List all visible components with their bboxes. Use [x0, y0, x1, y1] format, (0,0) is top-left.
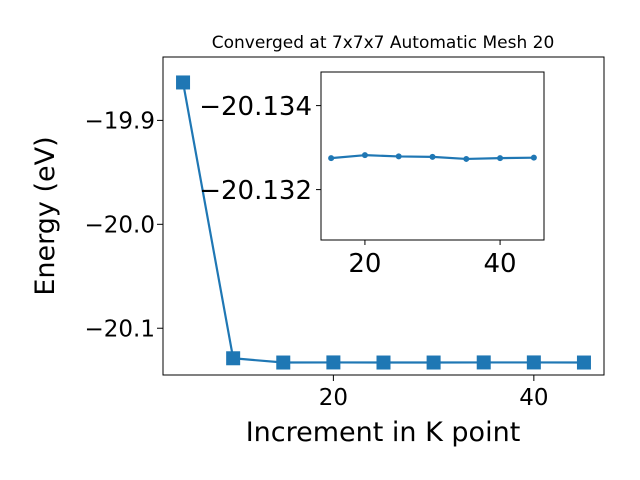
inset-data-point	[429, 153, 436, 160]
main-plot-marks	[176, 75, 591, 370]
main-data-point	[576, 355, 591, 370]
inset-data-point	[463, 155, 470, 162]
inset-data-point	[328, 155, 335, 162]
inset-x-tick-label: 20	[348, 249, 381, 279]
main-y-axis: −19.9 −20.0 −20.1	[85, 109, 163, 343]
main-x-axis: 20 40	[319, 375, 548, 411]
inset-y-tick-label: −20.132	[199, 176, 312, 206]
main-data-point	[426, 355, 441, 370]
main-x-axis-label: Increment in K point	[246, 417, 521, 448]
main-data-point	[376, 355, 391, 370]
main-data-point	[526, 355, 541, 370]
main-data-point	[476, 355, 491, 370]
inset-data-point	[497, 155, 504, 162]
main-chart-title: Converged at 7x7x7 Automatic Mesh 20	[212, 33, 555, 53]
inset-y-axis: −20.134 −20.132	[199, 92, 321, 206]
inset-x-tick-label: 40	[484, 249, 517, 279]
main-x-tick-label: 20	[319, 385, 348, 411]
inset-y-tick-label: −20.134	[199, 92, 312, 122]
main-data-point	[326, 355, 341, 370]
inset-x-axis: 20 40	[348, 240, 517, 279]
main-data-point	[176, 75, 191, 90]
inset-data-point	[361, 152, 368, 159]
main-data-point	[226, 351, 241, 366]
inset-data-point	[530, 154, 537, 161]
main-y-tick-label: −20.1	[85, 317, 155, 343]
main-y-tick-label: −20.0	[85, 213, 155, 239]
main-y-axis-label: Energy (eV)	[30, 136, 61, 295]
main-x-tick-label: 40	[519, 385, 548, 411]
main-y-tick-label: −19.9	[85, 109, 155, 135]
main-data-point	[276, 355, 291, 370]
inset-plot-marks	[328, 152, 537, 162]
inset-data-point	[395, 153, 402, 160]
